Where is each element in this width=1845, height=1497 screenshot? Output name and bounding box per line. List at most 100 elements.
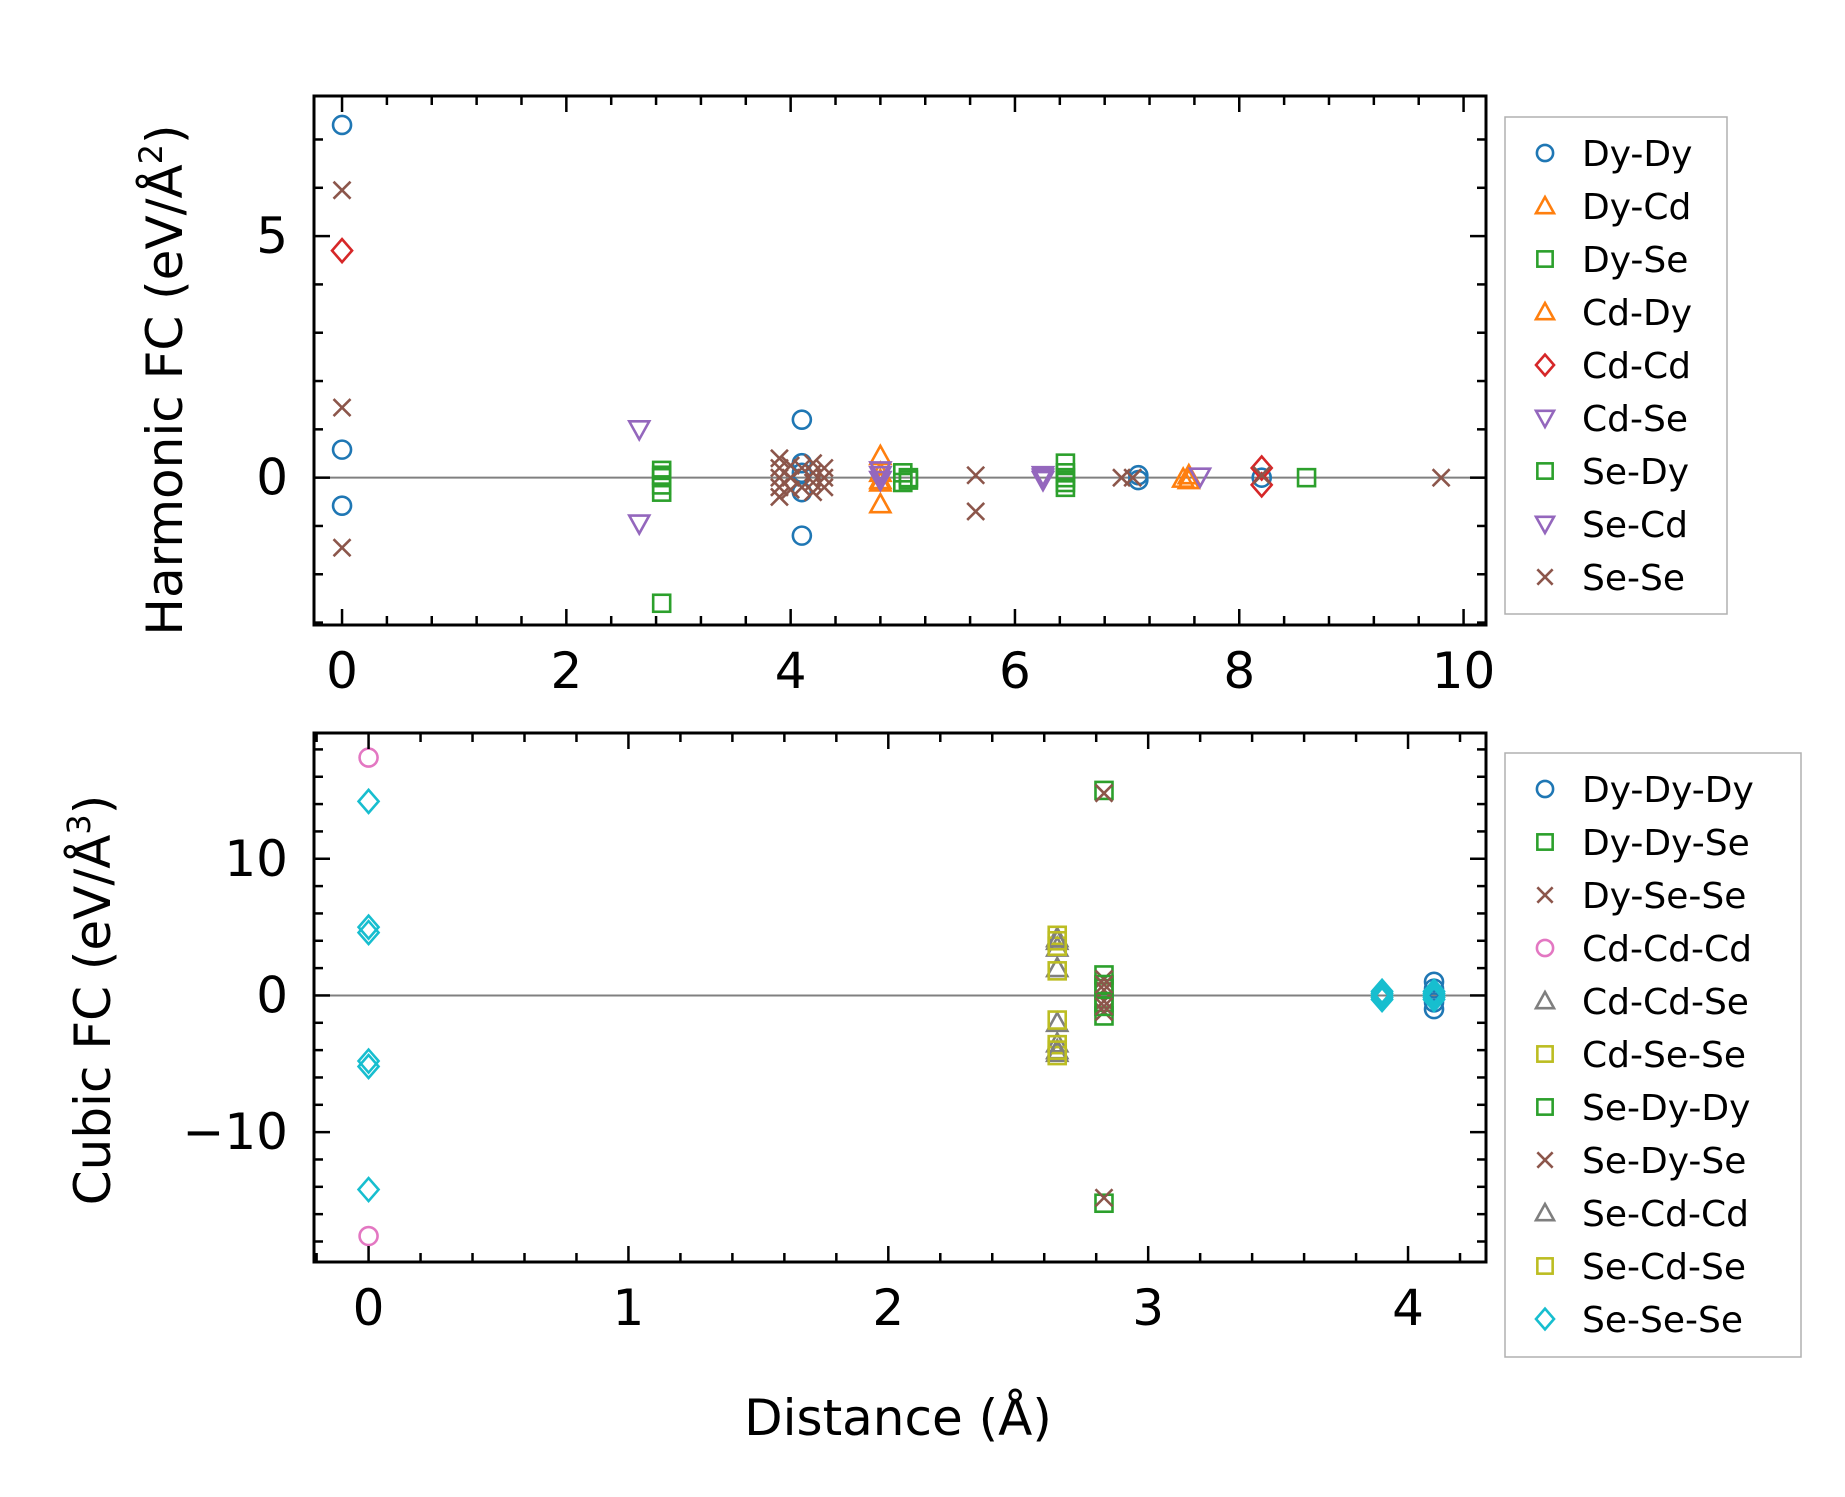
data-point (898, 470, 919, 490)
legend-label: Dy-Se (1582, 240, 1688, 281)
cubic-ylabel: Cubic FC (eV/Å3) (60, 795, 122, 1206)
series-Se-Cd-Se (1047, 930, 1068, 1060)
legend-marker (1533, 194, 1557, 215)
y-tick-label: 0 (256, 966, 288, 1024)
data-point (627, 420, 652, 443)
cubic-xlabel: Distance (Å) (744, 1389, 1052, 1447)
series-Cd-Cd (330, 237, 1274, 499)
data-point (356, 787, 381, 815)
legend-marker (1535, 938, 1555, 958)
legend-marker (1535, 779, 1555, 799)
axes-frame (312, 731, 1488, 1264)
cubic-legend: Dy-Dy-Dy Dy-Dy-Se Dy-Se-Se Cd-Cd-Cd Cd-Cd-Se… (1504, 752, 1802, 1358)
cubic-fc-panel: 0 1 2 3 4 −10 0 10 Cubic FC (eV/Å3) Distance (Å… (60, 731, 1802, 1447)
legend-marker (1533, 515, 1557, 536)
data-point (1176, 467, 1202, 490)
data-point (1094, 780, 1114, 801)
data-point (1370, 979, 1394, 1007)
data-point (1296, 467, 1317, 488)
data-point (770, 487, 789, 507)
data-point (1170, 465, 1196, 488)
legend-label: Se-Se (1582, 558, 1685, 599)
data-point (1094, 783, 1114, 803)
x-tick-label: 2 (872, 1279, 904, 1337)
data-point (1045, 955, 1070, 978)
data-point (1370, 977, 1394, 1005)
x-tick-label: 4 (1392, 1279, 1424, 1337)
data-point (781, 480, 801, 500)
data-point (1370, 984, 1394, 1011)
x-tick-label: 6 (999, 642, 1031, 700)
x-tick-label: 8 (1223, 642, 1255, 700)
axes-frame (312, 94, 1488, 627)
data-point (1187, 467, 1213, 490)
harmonic-plot-area: 0 2 4 6 8 10 0 5 (256, 94, 1495, 700)
data-point (791, 525, 813, 546)
series-Dy-Se-Se (1094, 783, 1114, 1208)
data-point (791, 462, 813, 484)
data-point (1055, 467, 1076, 488)
legend-marker (1536, 886, 1554, 904)
data-point (331, 439, 353, 460)
data-point (803, 482, 823, 502)
legend-marker (1534, 352, 1556, 378)
data-point (966, 502, 986, 521)
legend-marker (1536, 568, 1554, 586)
legend-marker (1536, 462, 1554, 480)
data-point (1423, 971, 1445, 993)
data-point (1422, 979, 1446, 1007)
harmonic-ylabel: Harmonic FC (eV/Å2) (132, 124, 194, 635)
legend-label: Se-Dy-Dy (1582, 1088, 1750, 1129)
series-Se-Se-Se (356, 787, 1446, 1204)
legend-label: Cd-Se (1582, 399, 1688, 440)
legend-marker (1536, 1045, 1554, 1063)
legend-label: Se-Dy (1582, 452, 1689, 493)
legend-marker (1533, 300, 1557, 321)
data-point (356, 1053, 381, 1081)
data-point (331, 495, 353, 516)
legend-label: Dy-Dy-Dy (1582, 770, 1754, 811)
legend-marker (1536, 250, 1554, 268)
y-tick-label: 5 (256, 207, 288, 265)
data-point (1251, 467, 1272, 488)
y-tick-label: 10 (224, 830, 288, 888)
series-Se-Dy (651, 465, 1076, 490)
data-point (1047, 1010, 1068, 1030)
data-point (1047, 930, 1068, 951)
x-tick-label: 0 (353, 1279, 385, 1337)
y-tick-label: −10 (182, 1103, 288, 1161)
series-Se-Se (332, 180, 1451, 558)
series-Dy-Cd (868, 443, 1202, 514)
data-point (356, 1176, 381, 1204)
data-point (791, 409, 813, 430)
x-tick-label: 0 (326, 642, 358, 700)
data-point (893, 472, 913, 493)
data-point (1249, 454, 1274, 482)
x-tick-label: 2 (550, 642, 582, 700)
data-point (651, 593, 672, 614)
series-Cd-Cd-Cd (358, 747, 379, 1247)
legend-label: Dy-Dy (1582, 134, 1692, 175)
series-Se-Cd (868, 465, 1213, 491)
legend-box (1504, 752, 1802, 1358)
legend-label: Se-Cd-Se (1582, 1247, 1746, 1288)
harmonic-legend: Dy-Dy Dy-Cd Dy-Se Cd-Dy Cd-Cd Cd-Se Se-Dy Se-Cd… (1504, 116, 1728, 615)
data-point (1030, 468, 1056, 491)
legend-marker (1533, 1201, 1557, 1222)
legend-marker (1535, 143, 1555, 163)
legend-label: Cd-Dy (1582, 293, 1692, 334)
legend-label: Se-Dy-Se (1582, 1141, 1746, 1182)
legend-label: Cd-Cd (1582, 346, 1691, 387)
data-point (868, 465, 893, 488)
data-point (1094, 996, 1114, 1016)
data-point (332, 538, 352, 558)
data-point (1370, 981, 1394, 1009)
series-Se-Dy-Dy (1094, 974, 1114, 1017)
legend-label: Se-Cd-Cd (1582, 1194, 1749, 1235)
legend-label: Cd-Cd-Se (1582, 982, 1749, 1023)
data-point (792, 477, 812, 497)
cubic-plot-area: 0 1 2 3 4 −10 0 10 (182, 731, 1488, 1337)
data-point (331, 114, 353, 136)
data-point (868, 470, 893, 493)
